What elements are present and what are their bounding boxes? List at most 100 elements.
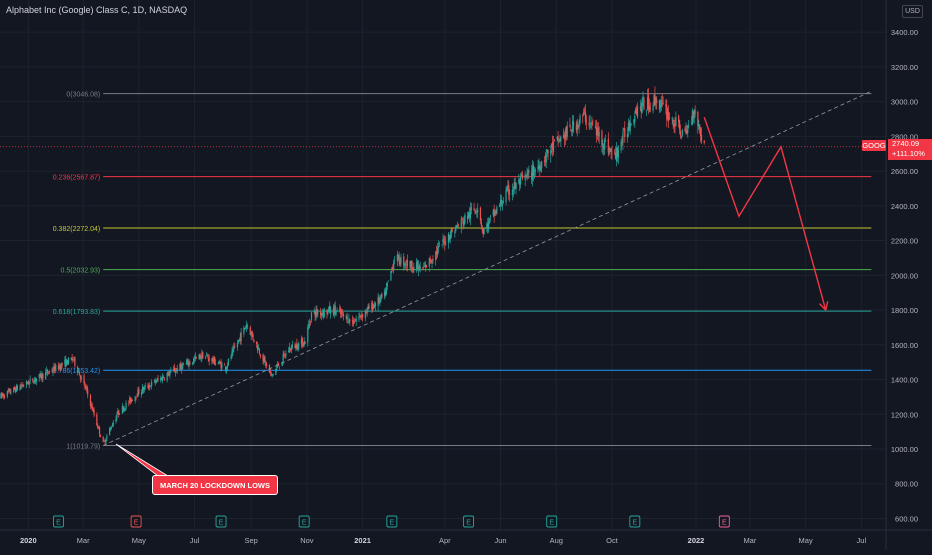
price-tick-label: 2000.00 — [891, 271, 918, 280]
candle-body — [239, 337, 241, 342]
candle-body — [257, 348, 260, 350]
candle-body — [227, 358, 229, 365]
candle-body — [151, 381, 153, 387]
time-tick-label: Jul — [857, 536, 867, 545]
time-tick-label: Sep — [245, 536, 258, 545]
candle-body — [488, 220, 490, 230]
candle-body — [583, 109, 586, 112]
candle-body — [628, 121, 630, 130]
candle-body — [385, 287, 387, 295]
candle-body — [655, 98, 657, 104]
candle-body — [290, 346, 292, 350]
candle-body — [635, 108, 637, 114]
candle-body — [259, 354, 261, 357]
candle-body — [278, 366, 281, 368]
candle-body — [205, 355, 208, 357]
candle-body — [649, 108, 651, 109]
candle-body — [526, 173, 528, 177]
candle-body — [538, 165, 540, 169]
candle-body — [322, 312, 324, 316]
candle-body — [565, 128, 567, 135]
candle-body — [675, 117, 677, 126]
candle-body — [499, 205, 501, 207]
candle-body — [541, 161, 543, 169]
candle-body — [570, 129, 572, 132]
candle-body — [333, 306, 335, 315]
candle-body — [144, 385, 146, 387]
candle-body — [349, 319, 351, 322]
candle-body — [500, 200, 503, 205]
candle-body — [636, 106, 639, 117]
projection-layer[interactable] — [703, 117, 829, 312]
candle-body — [154, 380, 156, 383]
candle-body — [238, 338, 240, 340]
candle-body — [116, 414, 118, 418]
candle-body — [520, 174, 523, 176]
candle-body — [89, 394, 92, 406]
candle-body — [521, 174, 524, 179]
candle-body — [320, 313, 323, 316]
candle-body — [310, 312, 313, 321]
candle-body — [416, 260, 419, 269]
candle-body — [575, 125, 577, 131]
candle-body — [162, 376, 165, 378]
price-tick-label: 1400.00 — [891, 376, 918, 385]
candle-body — [252, 334, 254, 340]
candle-body — [106, 435, 108, 439]
candle-body — [243, 327, 245, 334]
candle-body — [592, 124, 594, 126]
candle-body — [147, 385, 149, 388]
symbol-title[interactable]: Alphabet Inc (Google) Class C, 1D, NASDA… — [6, 5, 188, 15]
time-axis[interactable]: 2020 Mar May Jul Sep Nov 2021 Apr Jun Aug Oct 2022 M… — [0, 529, 932, 545]
candle-body — [457, 224, 460, 227]
candle-body — [607, 138, 609, 153]
candle-body — [690, 122, 693, 123]
candle-body — [233, 346, 235, 350]
candle-body — [585, 121, 588, 123]
candle-body — [604, 139, 606, 150]
candle-body — [438, 243, 440, 245]
candle-body — [487, 223, 489, 229]
candle-body — [387, 280, 389, 282]
candle-body — [418, 266, 420, 270]
candle-body — [373, 304, 376, 308]
candle-body — [10, 392, 12, 394]
candle-body — [684, 128, 686, 131]
candle-body — [98, 427, 100, 428]
fib-retracement[interactable]: 0(3046.08) 0.236(2567.87) 0.382(2272.04) 0.… — [0, 92, 886, 451]
candle-body — [422, 267, 424, 270]
trendline-layer[interactable] — [103, 90, 872, 446]
candle-body — [699, 128, 702, 137]
candle-body — [505, 190, 507, 203]
candle-body — [437, 246, 440, 249]
candle-body — [192, 362, 194, 365]
candle-body — [138, 388, 140, 394]
candle-body — [8, 389, 10, 391]
candle-body — [339, 308, 341, 311]
candle-body — [266, 365, 268, 366]
candle-body — [256, 341, 258, 344]
candle-body — [320, 312, 322, 316]
candle-body — [170, 369, 172, 373]
candle-body — [674, 124, 676, 126]
candle-body — [668, 111, 670, 121]
candle-body — [327, 309, 329, 314]
price-tick-label: 1000.00 — [891, 445, 918, 454]
projection-arrowhead — [818, 301, 829, 312]
candle-body — [672, 120, 674, 123]
candle-body — [98, 426, 101, 435]
candle-body — [38, 373, 40, 379]
price-axis[interactable]: 600.00 800.00 1000.00 1200.00 1400.00 1600.00… — [885, 0, 932, 550]
candle-body — [181, 366, 183, 370]
lockdown-callout[interactable]: MARCH 20 LOCKDOWN LOWS — [152, 475, 278, 495]
price-change-value: +111.10% — [892, 148, 925, 158]
currency-button[interactable]: USD — [902, 5, 923, 18]
candle-body — [220, 362, 222, 369]
candle-body — [550, 150, 552, 156]
candle-body — [22, 384, 24, 387]
candle-body — [264, 356, 266, 362]
candle-body — [654, 93, 656, 105]
price-tick-label: 600.00 — [895, 514, 918, 523]
